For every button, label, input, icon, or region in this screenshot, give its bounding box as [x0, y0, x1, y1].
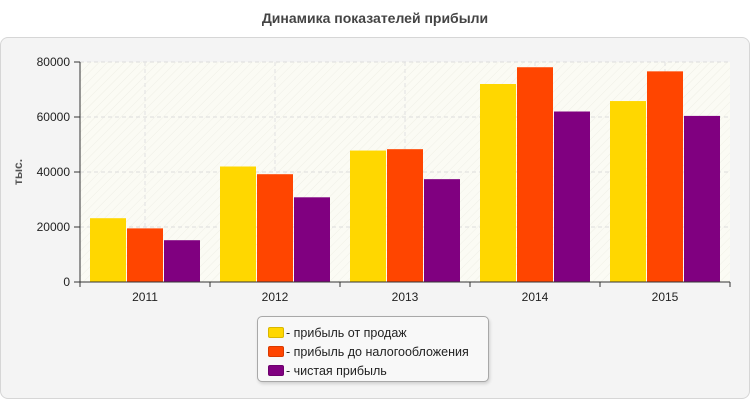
legend-item-sales-profit[interactable]: - прибыль от продаж [268, 323, 488, 342]
x-tick-label: 2012 [262, 290, 289, 304]
y-axis-label: тыс. [11, 159, 25, 185]
legend-item-pretax-profit[interactable]: - прибыль до налогообложения [268, 342, 488, 361]
x-tick-label: 2015 [652, 290, 679, 304]
bar[interactable] [647, 71, 683, 282]
bar[interactable] [387, 149, 423, 282]
x-tick-label: 2011 [132, 290, 158, 304]
bar[interactable] [424, 179, 460, 282]
y-tick-label: 20000 [37, 220, 71, 234]
chart-title: Динамика показателей прибыли [261, 10, 489, 26]
bar[interactable] [164, 240, 200, 282]
legend-swatch [268, 327, 284, 338]
legend-label: - прибыль до налогообложения [286, 344, 469, 359]
legend-item-net-profit[interactable]: - чистая прибыль [268, 361, 488, 380]
bar[interactable] [610, 101, 646, 282]
legend-swatch [268, 365, 284, 376]
bar[interactable] [127, 228, 163, 282]
bar[interactable] [220, 166, 256, 283]
x-tick-label: 2013 [392, 290, 419, 304]
legend-label: - прибыль от продаж [286, 325, 407, 340]
x-tick-label: 2014 [522, 290, 549, 304]
legend: - прибыль от продаж - прибыль до налогоо… [257, 316, 489, 382]
bar[interactable] [480, 84, 516, 282]
bar[interactable] [684, 115, 720, 283]
y-tick-label: 0 [63, 275, 70, 289]
legend-swatch [268, 346, 284, 357]
bar[interactable] [554, 111, 590, 283]
y-tick-label: 80000 [37, 55, 71, 69]
legend-label: - чистая прибыль [286, 363, 387, 378]
bar[interactable] [517, 67, 553, 282]
y-tick-label: 60000 [37, 110, 71, 124]
bar[interactable] [350, 150, 386, 282]
bar[interactable] [90, 218, 126, 282]
y-tick-label: 40000 [37, 165, 71, 179]
bar[interactable] [257, 174, 293, 282]
bar[interactable] [294, 197, 330, 282]
